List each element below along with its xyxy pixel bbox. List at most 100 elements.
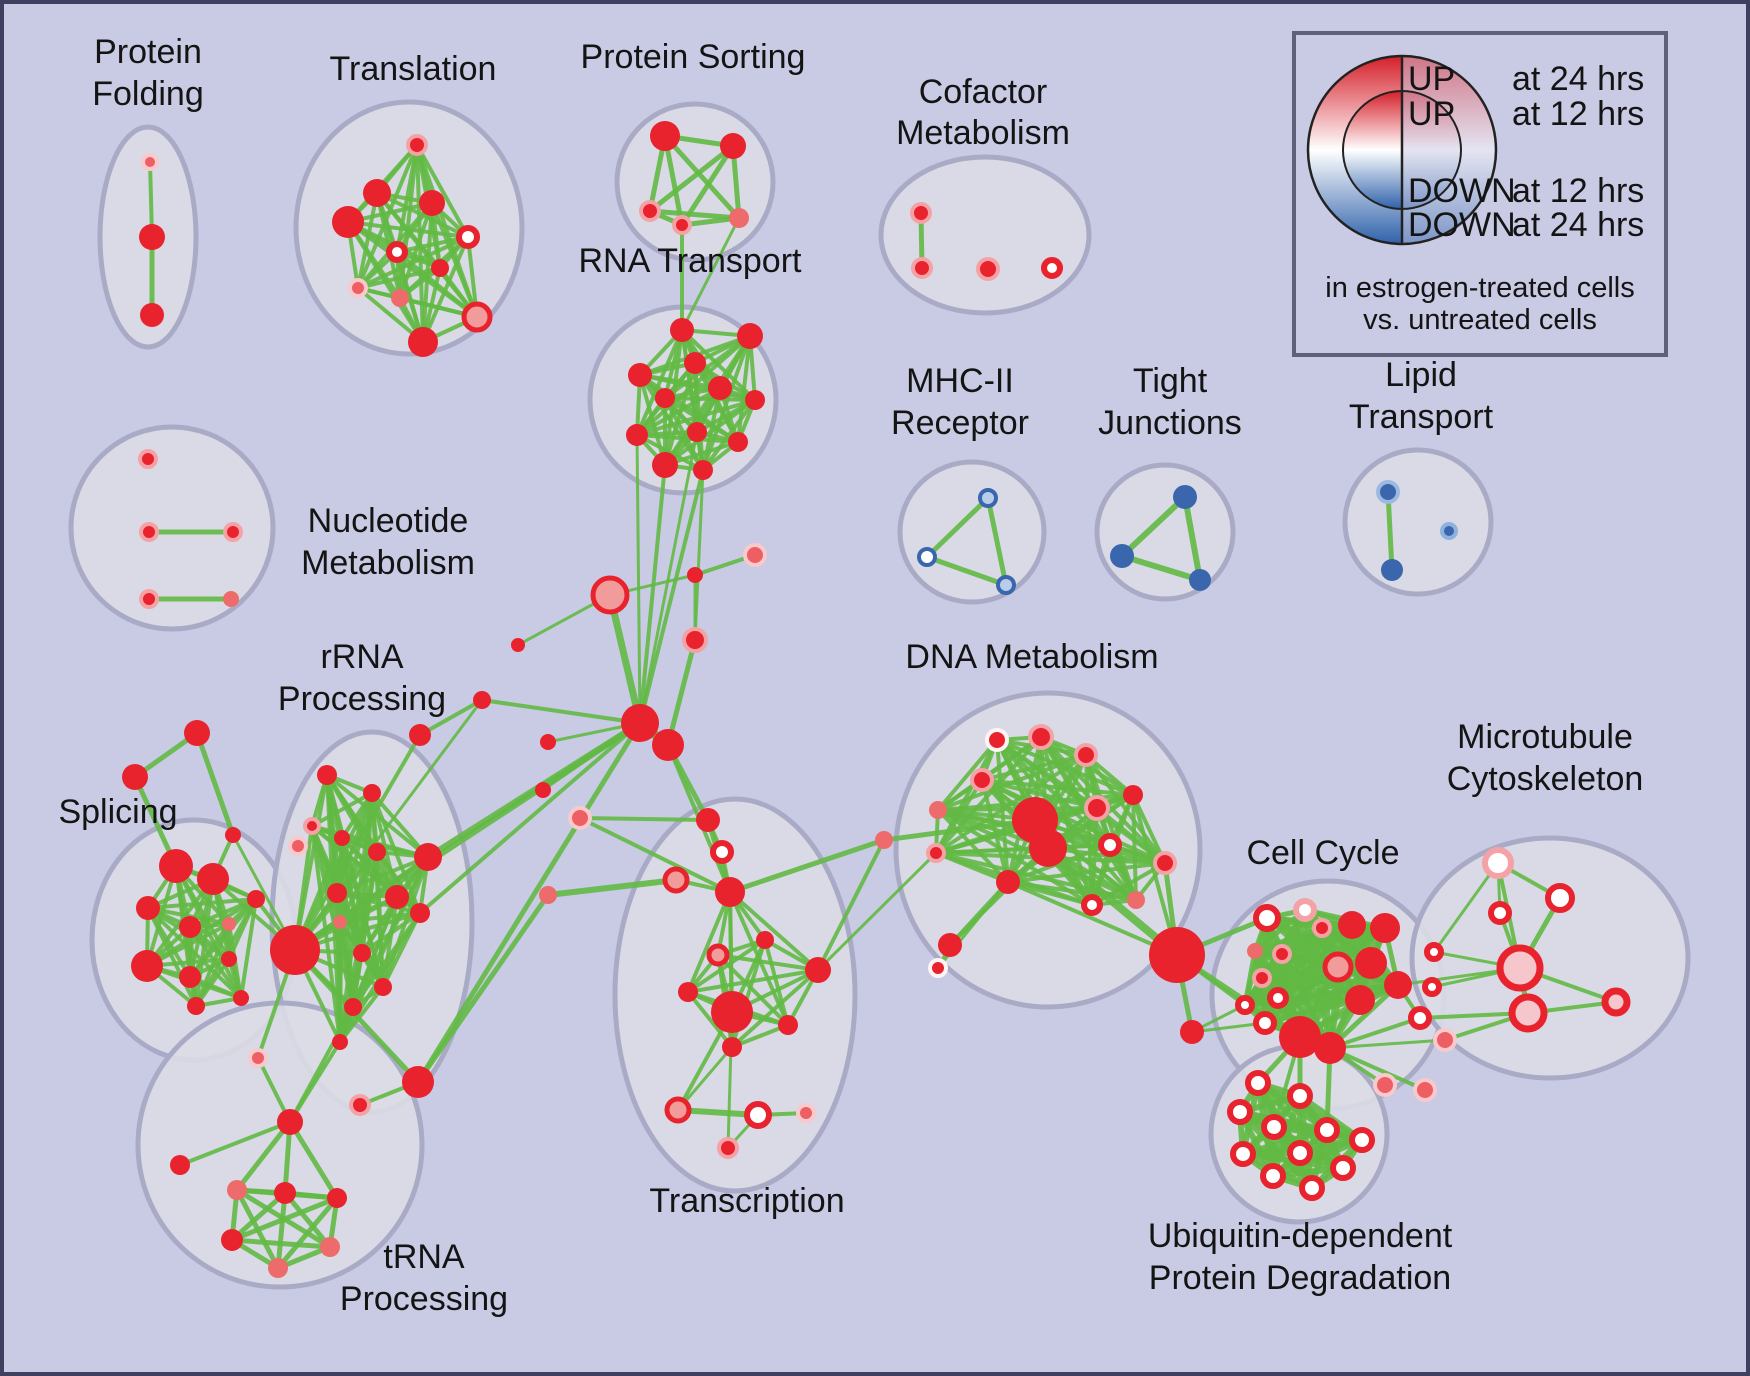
gene-node-dm5 [929,801,947,819]
gene-node-mh3 [996,575,1016,595]
gene-node-s7 [131,950,163,982]
edge-rt2-rt10 [736,334,752,444]
gene-node-s11 [233,990,249,1006]
cluster-protein-sorting-label-line1: Protein Sorting [581,38,806,76]
gene-node-rt10 [728,432,748,452]
gene-node-rt11 [652,452,678,478]
gene-node-mh2 [917,547,937,567]
edge-dmx-cc14 [1190,1021,1267,1034]
cluster-tight-junctions-label-line1: Tight [1133,362,1208,400]
edge-q3-rH [293,733,422,952]
edge-ch1-r15 [415,720,643,1085]
gene-node-r13 [374,978,392,996]
edge-mh1-mh3 [985,495,1009,588]
gene-node-q4 [540,734,556,750]
gene-node-mc2 [1545,883,1575,913]
edge-tc7-tc11 [686,990,734,1049]
edge-dm12-dm16 [1006,861,1167,884]
edge-t7-t8 [356,266,442,290]
gene-node-r8 [327,883,347,903]
edge-tc6-tc8 [716,953,820,972]
legend-direction-4: DOWN [1408,206,1516,244]
cluster-cofactor-metabolism-label-line1: Cofactor [919,73,1048,111]
edge-rt6-rt7 [663,396,757,402]
edge-dm12-dm18 [1006,880,1094,907]
gene-node-ub7 [1230,1141,1256,1167]
cluster-protein-folding-label-line1: Protein [94,33,202,71]
edge-s1-s11 [174,864,243,1000]
edge-tc8-dm7 [816,851,938,972]
edge-dm14-dm9 [948,846,1050,947]
gene-node-dm1 [985,728,1009,752]
gene-node-ps5 [729,208,749,228]
edge-cc13-cc17 [1242,997,1363,1008]
gene-node-ub9 [1260,1163,1286,1189]
edge-rt7-rt8 [635,398,757,437]
gene-node-s5 [179,916,201,938]
edge-tj1-tj2 [1119,494,1188,559]
gene-node-t2 [363,179,391,207]
cluster-translation-label-line1: Translation [330,50,497,88]
gene-node-r16 [349,1094,371,1116]
gene-node-t8 [348,278,368,298]
gene-node-r6 [368,843,386,861]
gene-node-pf2 [139,224,165,250]
gene-node-c3 [743,543,767,567]
gene-node-s9 [221,951,237,967]
gene-node-tc8 [805,957,831,983]
gene-node-dmH [1149,927,1205,983]
edge-rH-r15 [292,947,421,1085]
gene-node-ub2 [1287,1083,1313,1109]
edge-s3-s6 [146,906,231,926]
legend-direction-3: DOWN [1408,172,1516,210]
gene-node-r2 [363,784,381,802]
gene-node-rt2 [737,323,763,349]
edge-tc6-tc10 [716,953,790,1027]
gene-node-rt5 [708,376,732,400]
gene-node-tc3 [662,866,690,894]
gene-node-ch1 [621,704,659,742]
gene-node-t11 [408,327,438,357]
edge-tp1-tc1 [578,816,710,822]
edge-dm12-dm17 [1006,880,1138,902]
gene-node-dm16 [1153,851,1177,875]
gene-node-ub8 [1287,1140,1313,1166]
cluster-rrna-processing-label-line2: Processing [278,680,446,718]
gene-node-nm2 [139,522,159,542]
gene-node-cc12 [1267,987,1289,1009]
cluster-lipid-transport-ellipse [1342,447,1494,597]
legend-direction-1: UP [1408,60,1455,98]
edge-c4-ch2 [665,637,698,748]
cluster-microtubule-cytoskeleton-label-line2: Cytoskeleton [1447,760,1644,798]
edge-r15-tp2 [415,892,551,1085]
gene-node-rt6 [655,388,675,408]
gene-node-ub10 [1330,1155,1356,1181]
edge-tc10-tc11 [730,1023,790,1049]
gene-node-mc1 [1482,847,1514,879]
edge-dm6-dm8 [881,817,1038,843]
gene-node-dm4 [970,768,994,792]
edge-dm5-dm12 [936,808,1010,884]
gene-node-tn2 [170,1155,190,1175]
gene-node-s3 [136,896,160,920]
edge-t4-t10 [430,201,479,319]
gene-node-rt1 [670,318,694,342]
gene-node-t1 [406,134,428,156]
edge-tc8-tc11 [730,968,820,1049]
edge-dm11-dm12 [1006,843,1112,884]
gene-node-ub3 [1227,1099,1253,1125]
gene-node-dm2 [1028,724,1054,750]
gene-node-mc5 [1508,993,1548,1033]
edge-cc11-cc17 [1259,975,1363,1003]
gene-node-mh1 [978,488,998,508]
cluster-cell-cycle-label-line1: Cell Cycle [1246,834,1399,872]
cluster-mhc-ii-receptor-ellipse [897,459,1047,605]
edge-dm3-dm4 [980,753,1088,782]
gene-node-dm3 [1074,743,1098,767]
gene-node-tc11 [722,1037,742,1057]
gene-node-tn5 [327,1188,347,1208]
gene-node-cc2 [1293,898,1317,922]
edge-r17-tn1 [288,1040,342,1124]
gene-node-tc4 [715,877,745,907]
edge-tc4-tc8 [728,890,820,972]
